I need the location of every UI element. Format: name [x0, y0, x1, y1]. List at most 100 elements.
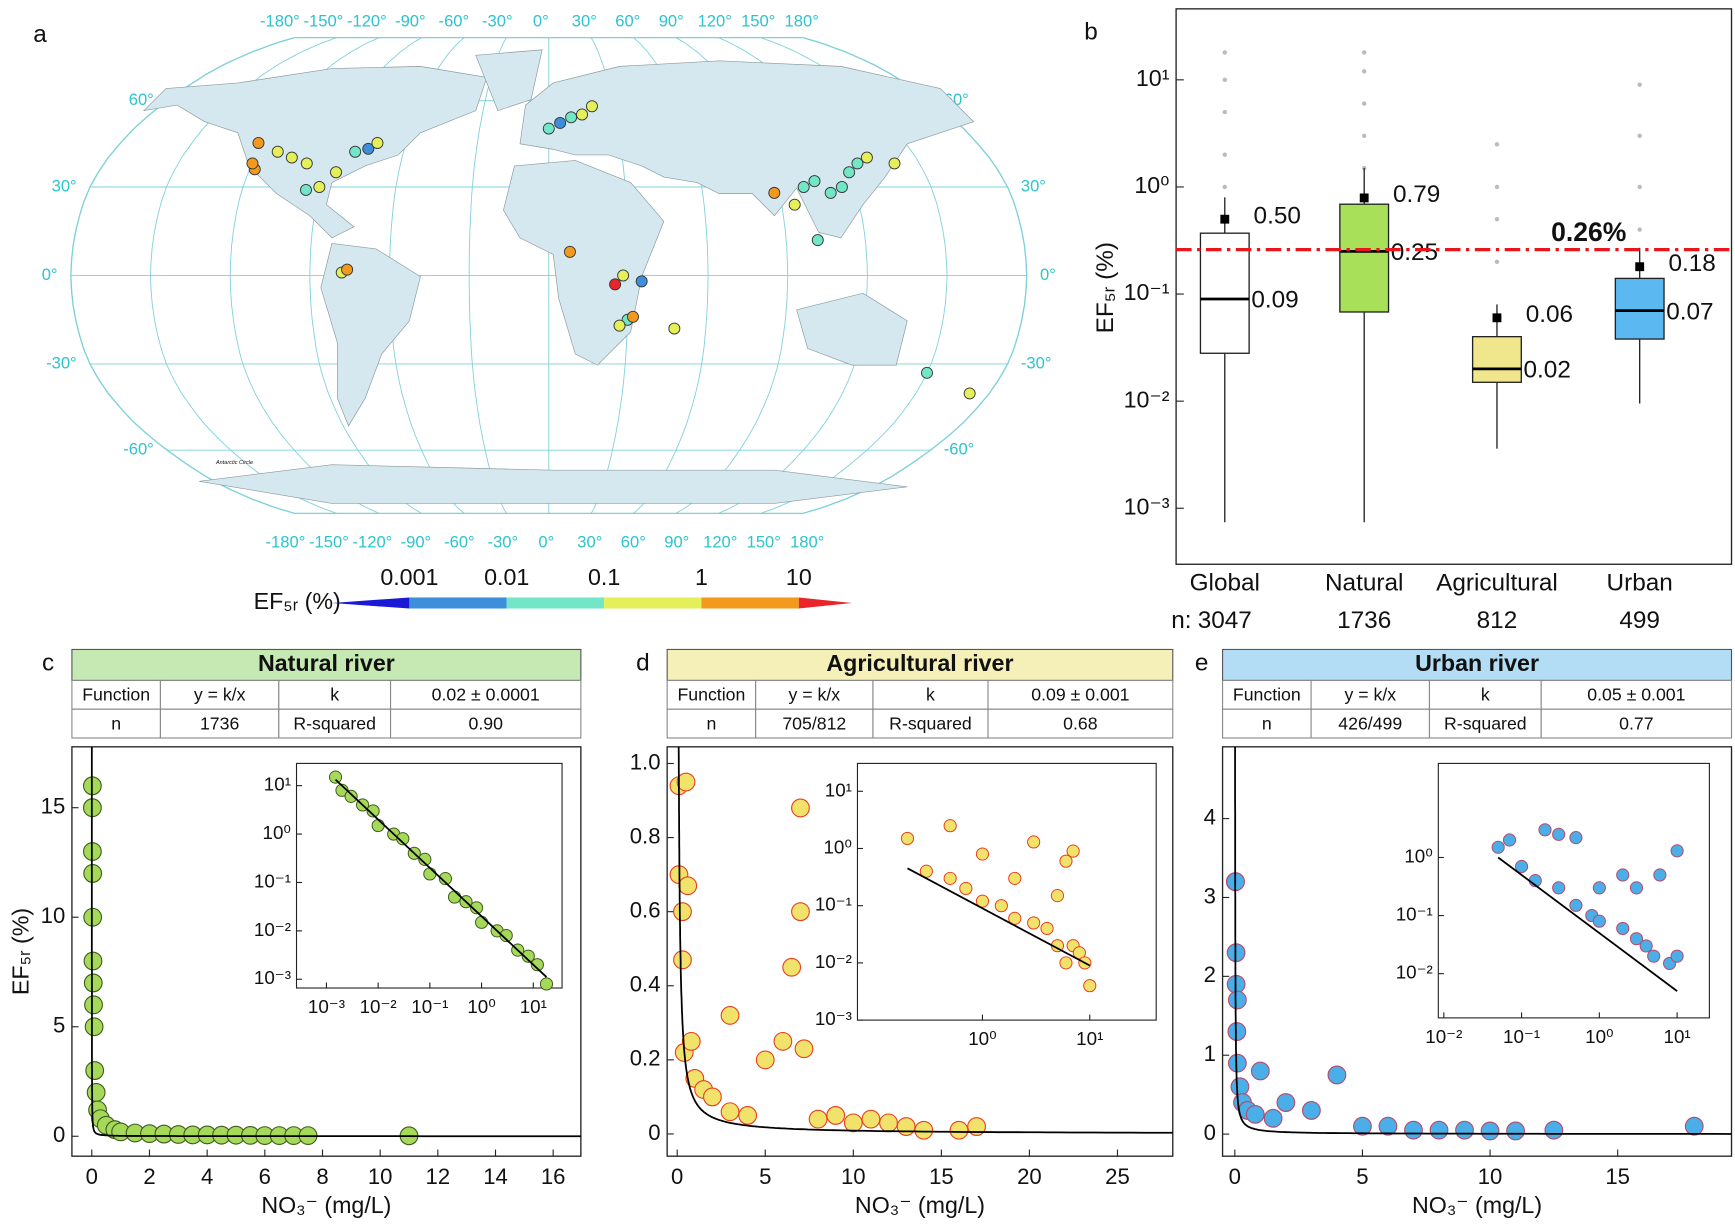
- box: [1614, 277, 1665, 340]
- site-point: [963, 387, 976, 400]
- outlier: [1222, 109, 1227, 115]
- y-tick-label: 10⁰: [1134, 172, 1169, 198]
- lon-label-bottom: -30°: [488, 533, 519, 552]
- point: [1544, 1120, 1564, 1140]
- point: [673, 950, 692, 970]
- mean: [1359, 193, 1369, 203]
- lon-label-bottom: -150°: [309, 533, 349, 552]
- site-point: [371, 136, 384, 149]
- lat-label-right: -60°: [944, 440, 975, 459]
- x-tick-label: 5: [1356, 1164, 1368, 1189]
- inset-y-tick-label: 10⁻¹: [815, 894, 852, 915]
- lon-label-bottom: 30°: [577, 533, 602, 552]
- point: [83, 951, 103, 971]
- point: [755, 1050, 775, 1070]
- table-cell: [666, 679, 757, 710]
- outlier: [1361, 50, 1367, 55]
- y-tick-label: 3: [1204, 883, 1216, 908]
- point: [896, 1117, 916, 1136]
- outlier: [1637, 184, 1642, 190]
- colorbar-segment: [506, 597, 605, 609]
- lon-label-top: 60°: [615, 12, 640, 31]
- point: [773, 1031, 793, 1051]
- point: [1353, 1116, 1372, 1136]
- australia: [796, 292, 908, 366]
- table-cell: [987, 679, 1174, 710]
- table-cell: [1222, 679, 1312, 710]
- y-axis-label: EF₅ᵣ (%): [1092, 242, 1119, 333]
- inset-point: [1616, 868, 1630, 882]
- site-point: [299, 183, 312, 196]
- table-text: n: [1262, 713, 1272, 733]
- point: [1263, 1108, 1283, 1128]
- lon-label-top: 150°: [741, 12, 775, 31]
- inset-point: [1647, 949, 1661, 963]
- lon-label-bottom: -120°: [353, 533, 393, 552]
- lon-label-bottom: 150°: [747, 533, 781, 552]
- fit-curve: [90, 746, 581, 1138]
- inset-y-tick-label: 10⁰: [823, 836, 851, 857]
- site-point: [330, 166, 342, 179]
- lon-label-bottom: -60°: [444, 533, 475, 552]
- table-cell: [755, 708, 874, 739]
- site-point: [808, 175, 821, 188]
- inset-point: [1592, 881, 1606, 895]
- point: [1506, 1121, 1525, 1141]
- inset-x-tick-label: 10⁻²: [1425, 1026, 1462, 1047]
- inset-point: [1008, 871, 1022, 885]
- inset-point: [1059, 854, 1073, 868]
- site-point: [300, 157, 313, 170]
- colorbar-segment: [701, 597, 799, 609]
- point: [808, 1109, 828, 1129]
- lon-label-bottom: 120°: [703, 533, 737, 552]
- point: [967, 1117, 986, 1136]
- point: [85, 1061, 105, 1080]
- point: [1227, 1022, 1247, 1041]
- inset-point: [1072, 946, 1086, 960]
- point: [1378, 1116, 1398, 1136]
- lon-label-bottom: 0°: [538, 533, 554, 552]
- point: [678, 876, 698, 896]
- reference-label: 0.26%: [1551, 217, 1626, 247]
- mean-label: 0.06: [1526, 301, 1573, 328]
- point: [1276, 1093, 1296, 1112]
- category-label: Global: [1190, 570, 1260, 597]
- outlier: [1222, 77, 1227, 83]
- x-tick-label: 4: [201, 1164, 213, 1189]
- x-axis-label: NO₃⁻ (mg/L): [1412, 1192, 1542, 1218]
- table-text: R-squared: [1444, 713, 1527, 733]
- lon-label-top: -120°: [347, 12, 387, 31]
- outlier: [1494, 216, 1500, 222]
- panel-label: b: [1084, 19, 1098, 46]
- y-tick-label: 2: [1204, 962, 1216, 987]
- point: [1327, 1065, 1347, 1085]
- lat-label-left: -60°: [123, 440, 154, 459]
- point: [84, 995, 103, 1015]
- inset-y-tick-label: 10¹: [825, 779, 852, 800]
- table-text: R-squared: [889, 713, 972, 733]
- lat-label-left: 0°: [42, 265, 58, 284]
- x-tick-label: 15: [1605, 1164, 1630, 1189]
- colorbar-high: [798, 597, 852, 609]
- inset-point: [943, 871, 957, 885]
- site-point: [768, 186, 781, 199]
- inset-point: [1569, 898, 1583, 912]
- table-text: k: [1481, 685, 1490, 705]
- antarctica: [199, 464, 908, 504]
- y-tick-label: 10⁻²: [1124, 386, 1170, 412]
- point: [84, 1017, 104, 1037]
- site-point: [921, 366, 933, 379]
- site-point: [576, 108, 589, 121]
- inset-y-tick-label: 10⁻³: [815, 1008, 852, 1029]
- site-point: [613, 319, 626, 332]
- inset-point: [371, 818, 385, 833]
- inset-point: [959, 881, 973, 896]
- category-label: Urban: [1607, 570, 1673, 597]
- x-tick-label: 5: [759, 1164, 771, 1189]
- lon-label-bottom: -90°: [401, 533, 432, 552]
- y-tick-label: 10: [41, 903, 66, 928]
- table-cell: [1310, 708, 1431, 739]
- point: [782, 957, 802, 977]
- category-label: Agricultural: [1436, 570, 1558, 597]
- point: [681, 1031, 701, 1051]
